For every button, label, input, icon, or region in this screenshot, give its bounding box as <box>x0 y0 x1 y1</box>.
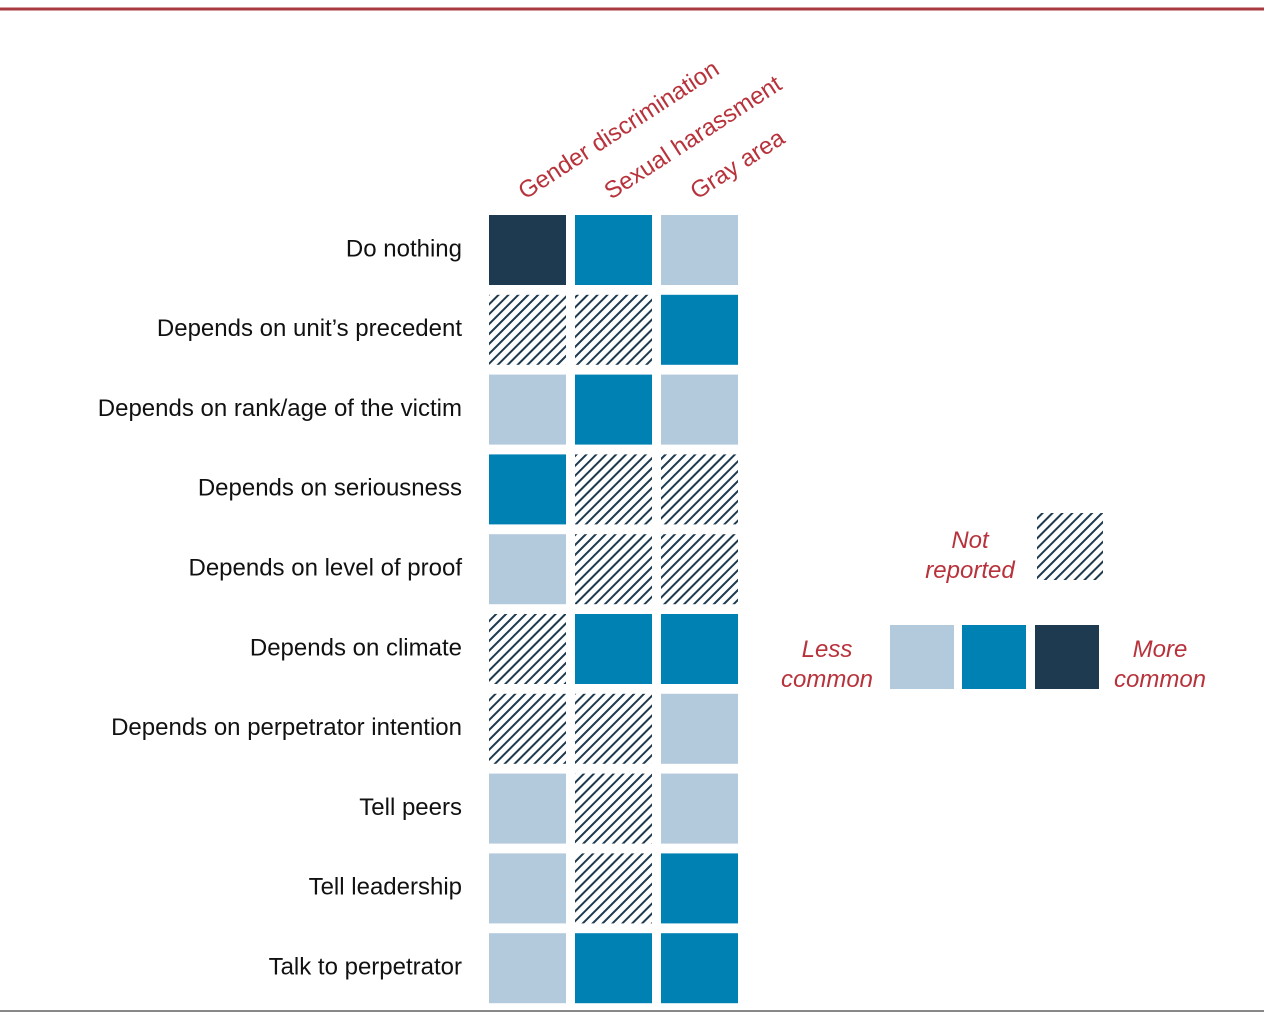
row-label: Depends on seriousness <box>198 475 462 502</box>
row-label: Do nothing <box>346 235 462 262</box>
row-label: Tell peers <box>359 794 462 821</box>
legend-high: More common <box>1113 636 1207 693</box>
cell <box>661 534 738 605</box>
cell <box>661 614 738 684</box>
cell <box>661 294 738 365</box>
legend-swatch <box>1035 625 1099 689</box>
cell <box>575 853 652 924</box>
cell <box>575 693 652 764</box>
cell <box>575 374 652 445</box>
cell <box>661 374 738 445</box>
cell <box>489 294 566 365</box>
row-label: Depends on rank/age of the victim <box>98 395 462 422</box>
legend-low: Less common <box>780 636 874 693</box>
row-label: Tell leadership <box>309 874 462 901</box>
cell <box>489 374 566 445</box>
cell <box>661 853 738 924</box>
legend-swatch <box>962 625 1026 689</box>
legend-missing: Not reported <box>925 527 1015 584</box>
row-label: Depends on unit’s precedent <box>157 315 462 342</box>
cell <box>661 933 738 1004</box>
cell <box>661 693 738 764</box>
cell <box>575 933 652 1004</box>
cell <box>661 215 738 285</box>
cell <box>661 454 738 525</box>
cell <box>575 454 652 525</box>
cell <box>575 614 652 684</box>
cell <box>575 534 652 605</box>
cell <box>489 853 566 924</box>
cell <box>661 773 738 844</box>
row-label: Depends on perpetrator intention <box>111 714 462 741</box>
legend-missing-swatch <box>1037 513 1103 580</box>
cell <box>489 773 566 844</box>
row-label: Talk to perpetrator <box>269 954 462 981</box>
legend-swatch <box>890 625 954 689</box>
cell <box>489 614 566 684</box>
cell <box>489 215 566 285</box>
cell <box>489 534 566 605</box>
row-label: Depends on level of proof <box>188 555 462 582</box>
cell <box>575 294 652 365</box>
cell <box>575 215 652 285</box>
cell <box>575 773 652 844</box>
cell <box>489 454 566 525</box>
cell <box>489 933 566 1004</box>
row-label: Depends on climate <box>250 634 462 661</box>
cell <box>489 693 566 764</box>
